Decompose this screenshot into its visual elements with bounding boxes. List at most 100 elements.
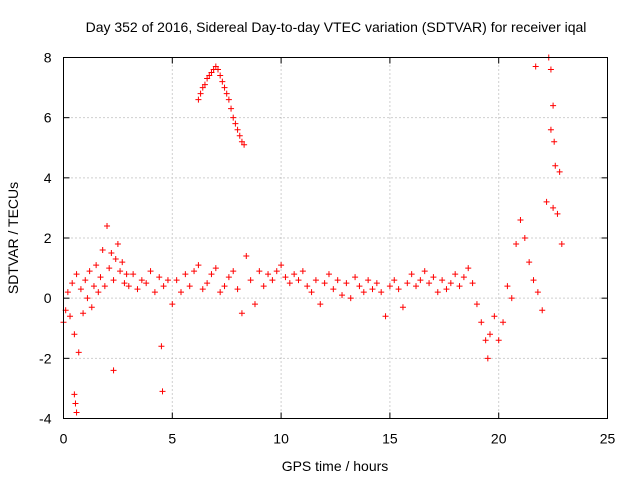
data-point xyxy=(291,271,298,278)
data-point xyxy=(212,265,219,272)
data-point xyxy=(547,126,554,133)
data-point xyxy=(413,283,420,290)
data-point xyxy=(526,259,533,266)
y-tick-label: 6 xyxy=(44,110,52,126)
data-point xyxy=(80,310,87,317)
data-point xyxy=(439,277,446,284)
data-point xyxy=(360,289,367,296)
data-point xyxy=(130,271,137,278)
data-point xyxy=(156,274,163,281)
data-point xyxy=(119,259,126,266)
data-point xyxy=(513,241,520,248)
x-tick-label: 15 xyxy=(382,431,398,447)
data-point xyxy=(434,289,441,296)
data-point xyxy=(97,274,104,281)
data-point xyxy=(339,292,346,299)
data-point xyxy=(104,222,111,229)
data-point xyxy=(99,247,106,254)
data-point xyxy=(112,256,119,263)
data-point xyxy=(186,283,193,290)
data-point xyxy=(72,400,79,407)
data-point xyxy=(160,283,167,290)
y-tick-label: 0 xyxy=(44,290,52,306)
data-point xyxy=(69,280,76,287)
data-point xyxy=(64,289,71,296)
data-point xyxy=(408,271,415,278)
data-point xyxy=(260,283,267,290)
data-point xyxy=(550,102,557,109)
data-point xyxy=(121,280,128,287)
data-point xyxy=(243,253,250,260)
data-point xyxy=(430,274,437,281)
data-point xyxy=(195,262,202,269)
data-point xyxy=(199,286,206,293)
data-point xyxy=(473,301,480,308)
data-point xyxy=(232,120,239,127)
data-point xyxy=(278,262,285,269)
data-point xyxy=(182,271,189,278)
data-point xyxy=(125,283,132,290)
data-point xyxy=(447,280,454,287)
data-point xyxy=(530,277,537,284)
data-point xyxy=(282,274,289,281)
y-tick-label: 4 xyxy=(44,170,52,186)
data-point xyxy=(143,280,150,287)
data-point xyxy=(110,277,117,284)
data-point xyxy=(217,72,224,79)
x-axis-label: GPS time / hours xyxy=(282,458,389,474)
data-point xyxy=(334,277,341,284)
data-point xyxy=(312,277,319,284)
data-point xyxy=(539,307,546,314)
data-point xyxy=(325,271,332,278)
data-point xyxy=(532,63,539,70)
data-point xyxy=(114,241,121,248)
data-point xyxy=(151,289,158,296)
y-tick-labels: -4 -2 0 2 4 6 8 xyxy=(39,50,52,427)
tick-marks xyxy=(63,57,608,419)
data-point xyxy=(308,289,315,296)
data-point xyxy=(330,286,337,293)
data-point xyxy=(500,319,507,326)
data-point xyxy=(256,268,263,275)
data-point xyxy=(221,84,228,91)
data-point xyxy=(230,114,237,121)
data-point xyxy=(212,63,219,70)
data-point xyxy=(71,391,78,398)
data-point xyxy=(169,301,176,308)
x-tick-label: 20 xyxy=(491,431,507,447)
data-point xyxy=(352,274,359,281)
x-tick-label: 0 xyxy=(60,431,68,447)
data-point xyxy=(452,271,459,278)
data-point xyxy=(469,280,476,287)
data-point xyxy=(241,141,248,148)
data-point xyxy=(508,295,515,302)
data-point xyxy=(265,271,272,278)
data-point xyxy=(504,283,511,290)
data-point xyxy=(399,304,406,311)
data-point xyxy=(347,295,354,302)
data-point xyxy=(543,198,550,205)
data-point xyxy=(391,277,398,284)
data-point xyxy=(443,286,450,293)
data-point xyxy=(478,319,485,326)
data-point xyxy=(197,90,204,97)
x-tick-label: 25 xyxy=(600,431,616,447)
data-point xyxy=(558,241,565,248)
data-point xyxy=(228,105,235,112)
data-point xyxy=(86,268,93,275)
data-point xyxy=(199,84,206,91)
data-point xyxy=(138,277,145,284)
data-point xyxy=(206,72,213,79)
data-point xyxy=(482,337,489,344)
data-point xyxy=(417,277,424,284)
plot-points xyxy=(60,54,565,416)
data-point xyxy=(343,280,350,287)
data-point xyxy=(110,367,117,374)
data-point xyxy=(369,286,376,293)
data-point xyxy=(521,235,528,241)
data-point xyxy=(421,268,428,275)
data-point xyxy=(238,310,245,317)
data-point xyxy=(365,277,372,284)
data-point xyxy=(204,75,211,82)
data-point xyxy=(88,304,95,311)
